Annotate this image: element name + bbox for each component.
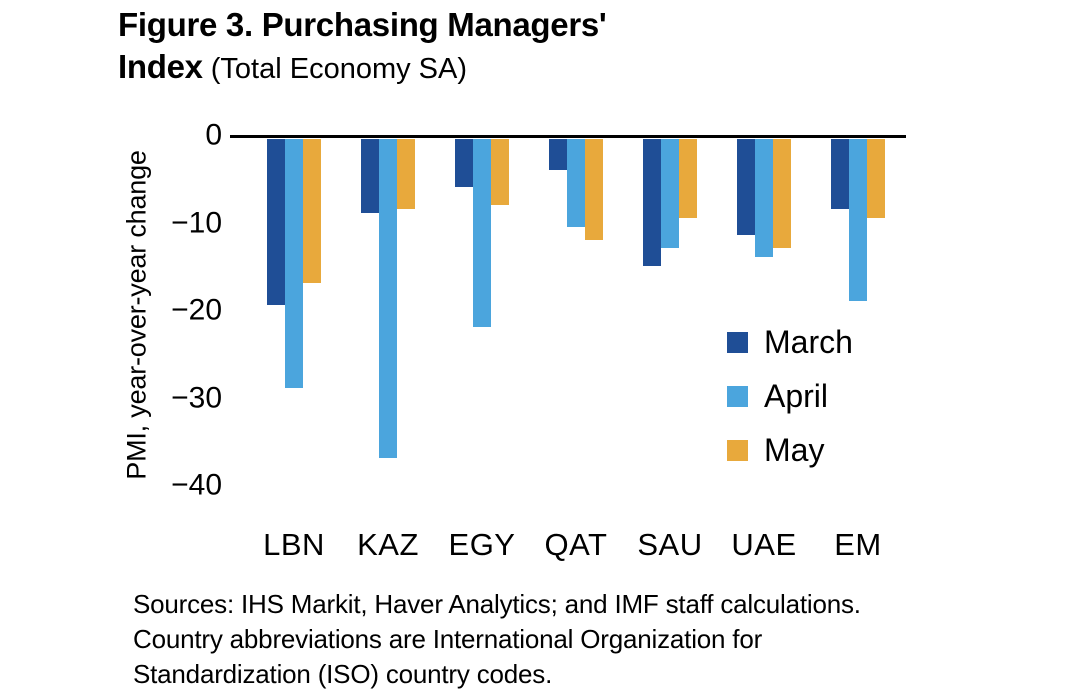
source-note-line: Sources: IHS Markit, Haver Analytics; an…: [133, 589, 861, 619]
y-axis-tick-label--10: −10: [171, 206, 222, 240]
bar-april-uae: [755, 139, 773, 258]
bar-april-qat: [567, 139, 585, 227]
y-axis-tick-label--40: −40: [171, 468, 222, 502]
plot-area: LBN KAZ EGY QAT SAU UAE EM 0 −10 −20 −30 −40: [171, 119, 906, 562]
figure-title-bold: Index: [118, 48, 203, 85]
legend-label-april: April: [764, 378, 829, 414]
legend-label-march: March: [764, 324, 853, 360]
legend-label-may: May: [764, 432, 825, 468]
figure-subtitle: (Total Economy SA): [202, 53, 468, 85]
bar-may-em: [867, 139, 885, 218]
source-note-line: Country abbreviations are International …: [133, 624, 763, 654]
x-axis-label-em: EM: [834, 527, 882, 562]
x-axis-label-lbn: LBN: [263, 527, 325, 562]
source-note: Sources: IHS Markit, Haver Analytics; an…: [133, 587, 861, 691]
y-axis-tick-label--20: −20: [171, 293, 222, 327]
y-axis-tick-label-0: 0: [205, 118, 222, 152]
x-axis-label-egy: EGY: [448, 527, 516, 562]
legend-item-march: March: [727, 322, 853, 362]
legend-item-april: April: [727, 376, 853, 416]
bar-march-sau: [643, 139, 661, 266]
bar-march-em: [831, 139, 849, 209]
bar-may-sau: [679, 139, 697, 218]
legend-swatch-march: [727, 331, 748, 353]
x-axis-label-sau: SAU: [637, 527, 703, 562]
y-axis-tick-label--30: −30: [171, 381, 222, 415]
legend-item-may: May: [727, 430, 853, 470]
legend-swatch-april: [727, 385, 748, 407]
bar-april-sau: [661, 139, 679, 249]
x-axis-label-kaz: KAZ: [357, 527, 419, 562]
bar-march-uae: [737, 139, 755, 236]
bar-may-kaz: [397, 139, 415, 209]
zero-axis-line: [230, 135, 906, 138]
legend-swatch-may: [727, 439, 748, 461]
x-axis-label-qat: QAT: [544, 527, 608, 562]
bar-march-lbn: [267, 139, 285, 306]
bar-may-uae: [773, 139, 791, 249]
bar-march-kaz: [361, 139, 379, 214]
legend: March April May: [727, 322, 853, 484]
bar-april-lbn: [285, 139, 303, 389]
bar-march-qat: [549, 139, 567, 170]
bar-may-qat: [585, 139, 603, 240]
bar-april-kaz: [379, 139, 397, 459]
bar-april-em: [849, 139, 867, 301]
figure-title-line2: Index (Total Economy SA): [118, 47, 467, 89]
figure-title: Figure 3. Purchasing Managers': [118, 6, 607, 43]
x-axis-label-uae: UAE: [731, 527, 797, 562]
source-note-line: Standardization (ISO) country codes.: [133, 659, 553, 689]
bar-may-egy: [491, 139, 509, 205]
bar-may-lbn: [303, 139, 321, 284]
bar-april-egy: [473, 139, 491, 328]
bar-march-egy: [455, 139, 473, 188]
